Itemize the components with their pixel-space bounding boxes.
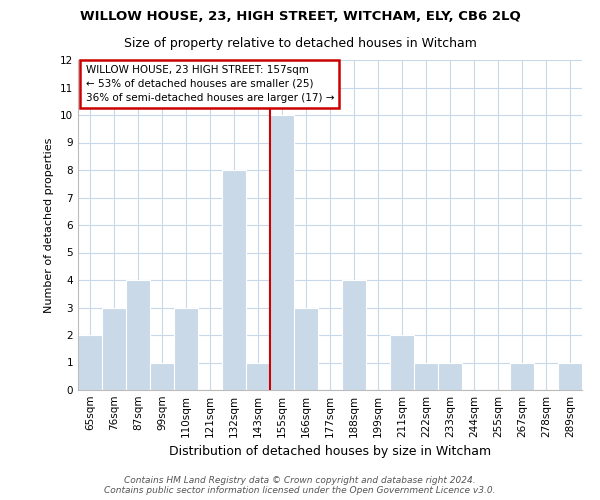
Bar [414, 362, 438, 390]
Bar [342, 280, 366, 390]
Bar [222, 170, 246, 390]
Bar [510, 362, 534, 390]
Bar [294, 308, 318, 390]
Bar [174, 308, 198, 390]
Bar [126, 280, 150, 390]
Text: Contains HM Land Registry data © Crown copyright and database right 2024.
Contai: Contains HM Land Registry data © Crown c… [104, 476, 496, 495]
Text: WILLOW HOUSE, 23 HIGH STREET: 157sqm
← 53% of detached houses are smaller (25)
3: WILLOW HOUSE, 23 HIGH STREET: 157sqm ← 5… [86, 65, 334, 103]
Bar [150, 362, 174, 390]
X-axis label: Distribution of detached houses by size in Witcham: Distribution of detached houses by size … [169, 446, 491, 458]
Bar [78, 335, 102, 390]
Bar [558, 362, 582, 390]
Bar [246, 362, 270, 390]
Bar [438, 362, 462, 390]
Bar [102, 308, 126, 390]
Text: Size of property relative to detached houses in Witcham: Size of property relative to detached ho… [124, 38, 476, 51]
Y-axis label: Number of detached properties: Number of detached properties [44, 138, 55, 312]
Bar [390, 335, 414, 390]
Text: WILLOW HOUSE, 23, HIGH STREET, WITCHAM, ELY, CB6 2LQ: WILLOW HOUSE, 23, HIGH STREET, WITCHAM, … [80, 10, 520, 23]
Bar [270, 115, 294, 390]
